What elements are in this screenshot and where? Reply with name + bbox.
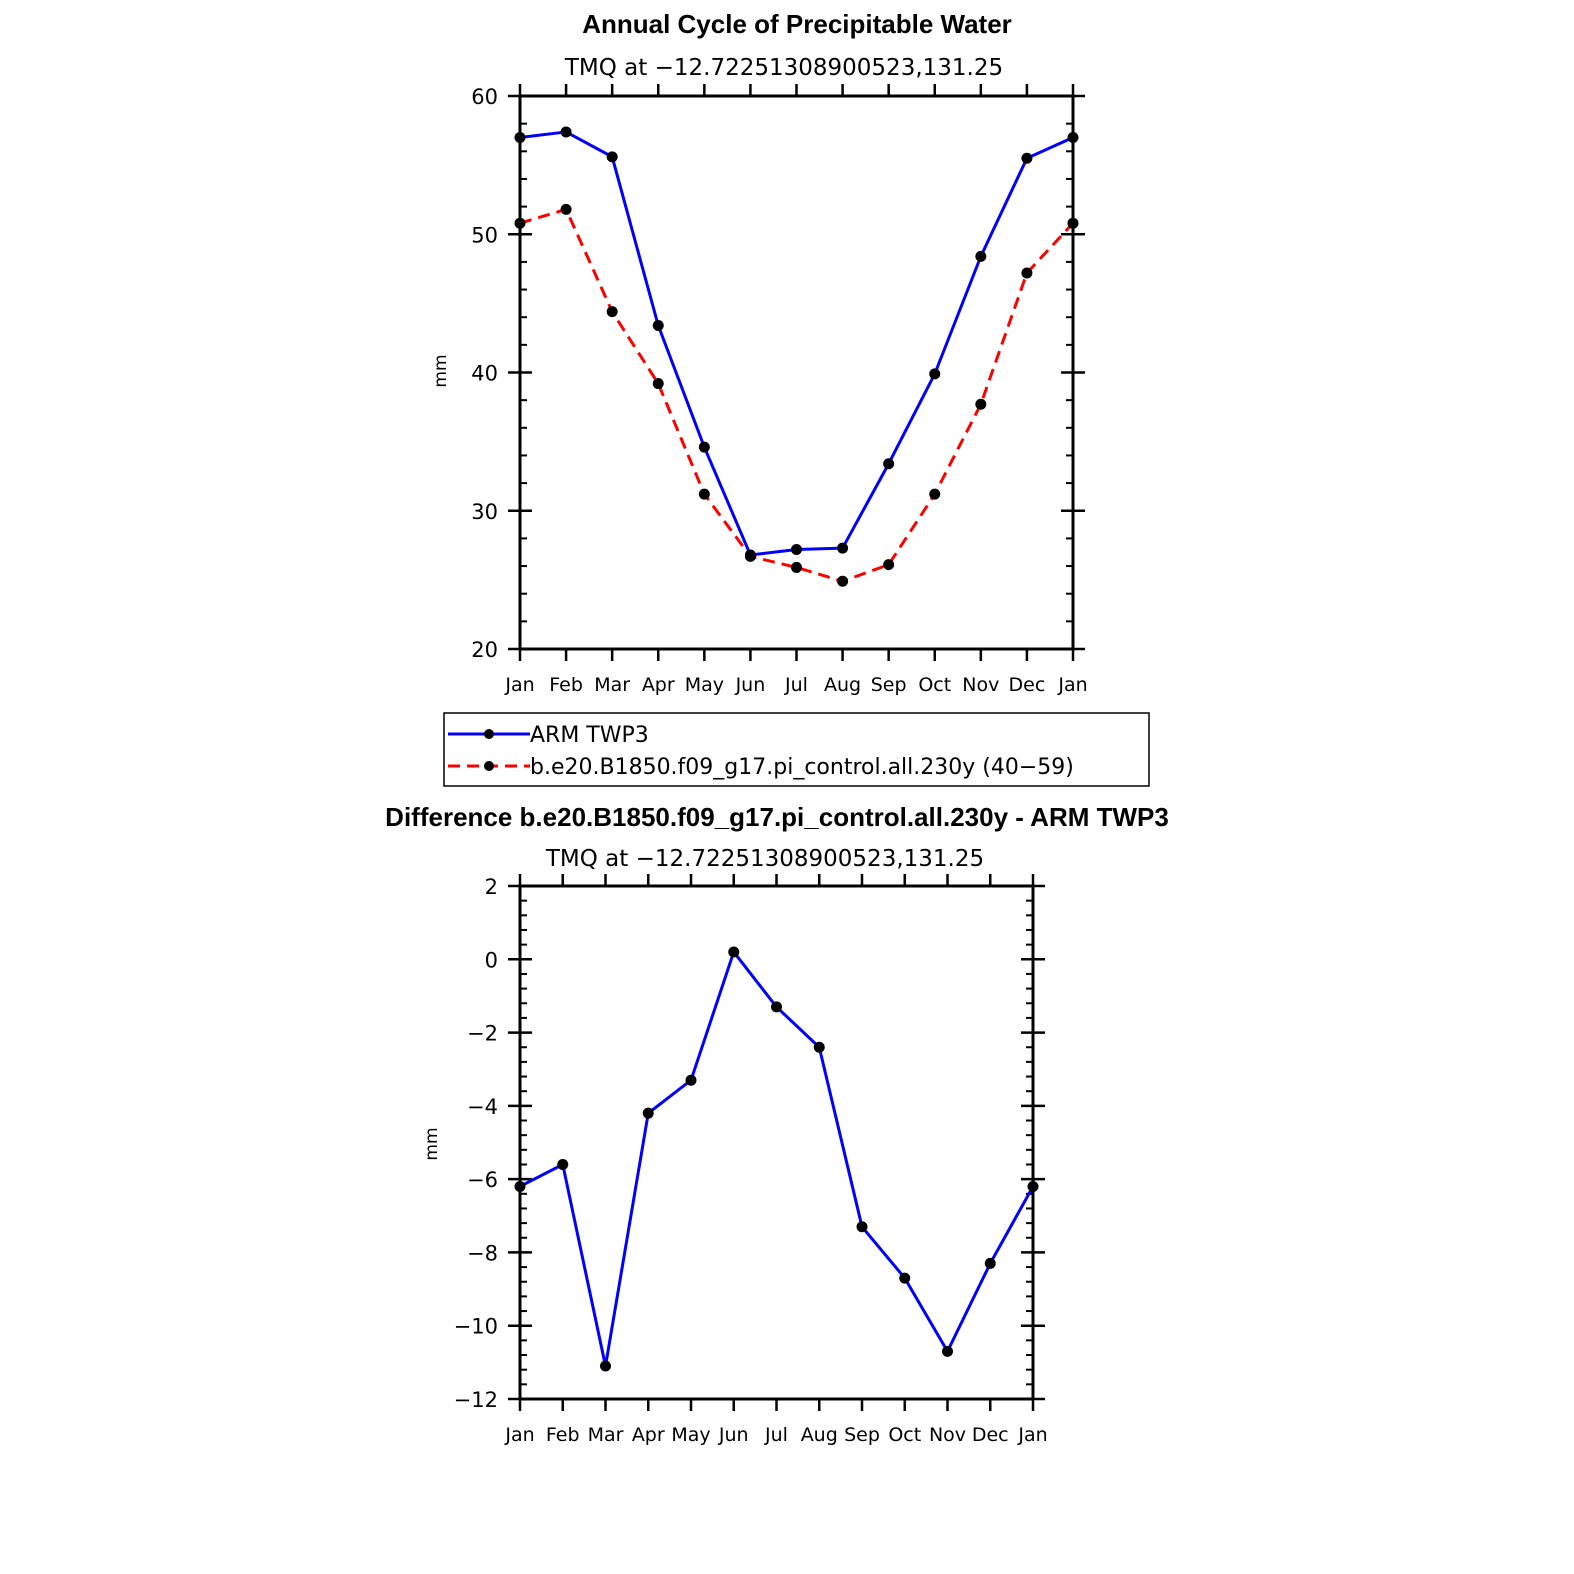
chart-title: Annual Cycle of Precipitable Water — [582, 9, 1012, 39]
data-point — [514, 217, 526, 229]
x-tick-label: Jan — [1017, 1424, 1047, 1446]
data-point — [698, 488, 710, 500]
data-point — [883, 458, 895, 470]
legend-label-arm: ARM TWP3 — [530, 723, 649, 748]
x-tick-label: Mar — [594, 674, 630, 696]
y-tick-label: −6 — [467, 1168, 498, 1192]
x-tick-label: Aug — [824, 674, 861, 696]
series-line-0 — [519, 130, 1074, 557]
legend-box — [443, 712, 1150, 787]
y-tick-label: 30 — [471, 500, 498, 524]
data-point — [685, 1074, 697, 1086]
x-tick-label: Aug — [801, 1424, 838, 1446]
data-point — [883, 559, 895, 571]
y-tick-label: 2 — [485, 875, 498, 899]
data-point — [560, 203, 572, 215]
x-tick-label: Jan — [1057, 674, 1087, 696]
y-tick-label: 50 — [471, 223, 498, 247]
data-point — [975, 398, 987, 410]
x-tick-label: Dec — [1009, 674, 1046, 696]
x-tick-label: Mar — [588, 1424, 624, 1446]
data-point — [856, 1221, 868, 1233]
x-tick-label: Jul — [784, 674, 808, 696]
data-point — [1067, 131, 1079, 143]
data-point — [899, 1272, 911, 1284]
series-line-1 — [519, 207, 1075, 583]
data-point — [929, 368, 941, 380]
y-tick-label: 60 — [471, 85, 498, 109]
data-point — [514, 131, 526, 143]
data-point — [652, 378, 664, 390]
x-tick-label: May — [685, 674, 724, 696]
data-point — [698, 441, 710, 453]
data-point — [942, 1345, 953, 1357]
y-tick-label: −4 — [467, 1095, 498, 1119]
data-point — [791, 543, 802, 555]
data-point — [975, 250, 987, 262]
y-tick-label: −8 — [467, 1241, 498, 1265]
chart-subtitle: TMQ at −12.72251308900523,131.25 — [564, 55, 1003, 81]
x-tick-label: Oct — [888, 1424, 921, 1446]
series-line-0 — [519, 950, 1035, 1368]
data-point — [1021, 267, 1033, 279]
data-point — [929, 488, 941, 500]
x-tick-label: Nov — [929, 1424, 966, 1446]
difference-chart: Difference b.e20.B1850.f09_g17.pi_contro… — [385, 802, 1169, 1446]
y-tick-label: −2 — [467, 1022, 498, 1046]
data-point — [600, 1360, 611, 1372]
data-point — [728, 946, 740, 958]
chart-title: Difference b.e20.B1850.f09_g17.pi_contro… — [385, 802, 1169, 832]
y-tick-label: −10 — [454, 1315, 498, 1339]
x-tick-label: Oct — [918, 674, 951, 696]
x-tick-label: Dec — [972, 1424, 1009, 1446]
chart-subtitle: TMQ at −12.72251308900523,131.25 — [545, 846, 984, 872]
data-point — [606, 151, 618, 163]
y-tick-label: 40 — [471, 362, 498, 386]
data-point — [642, 1107, 654, 1119]
data-point — [984, 1257, 996, 1269]
y-tick-label: 20 — [471, 638, 498, 662]
x-tick-label: Sep — [871, 674, 907, 696]
data-point — [557, 1158, 569, 1170]
x-tick-label: May — [671, 1424, 710, 1446]
legend-marker-model — [484, 761, 494, 771]
x-tick-label: Jun — [718, 1424, 749, 1446]
y-tick-label: −12 — [454, 1388, 498, 1412]
data-point — [1021, 152, 1033, 164]
x-tick-label: Sep — [844, 1424, 880, 1446]
x-tick-label: Jan — [504, 674, 534, 696]
data-point — [791, 561, 802, 573]
data-point — [1067, 217, 1079, 229]
y-axis-label: mm — [422, 1127, 442, 1160]
y-tick-label: 0 — [485, 948, 498, 972]
data-point — [744, 550, 756, 562]
annual-cycle-chart: Annual Cycle of Precipitable Water TMQ a… — [431, 9, 1088, 696]
data-point — [606, 306, 618, 318]
legend: ARM TWP3 b.e20.B1850.f09_g17.pi_control.… — [443, 712, 1150, 787]
x-tick-label: Nov — [962, 674, 999, 696]
y-axis-label: mm — [431, 354, 451, 387]
data-point — [1027, 1180, 1039, 1192]
x-tick-label: Apr — [642, 674, 675, 696]
x-tick-label: Apr — [632, 1424, 665, 1446]
x-tick-label: Feb — [546, 1424, 580, 1446]
data-point — [560, 126, 572, 138]
data-point — [813, 1041, 825, 1053]
legend-label-model: b.e20.B1850.f09_g17.pi_control.all.230y … — [530, 755, 1074, 780]
x-tick-label: Jan — [504, 1424, 534, 1446]
data-point — [837, 575, 849, 587]
x-tick-label: Feb — [549, 674, 583, 696]
data-point — [514, 1180, 526, 1192]
data-point — [652, 319, 664, 331]
data-point — [837, 542, 849, 554]
legend-marker-arm — [484, 729, 494, 739]
x-tick-label: Jul — [764, 1424, 788, 1446]
x-tick-label: Jun — [735, 674, 766, 696]
data-point — [771, 1001, 782, 1013]
